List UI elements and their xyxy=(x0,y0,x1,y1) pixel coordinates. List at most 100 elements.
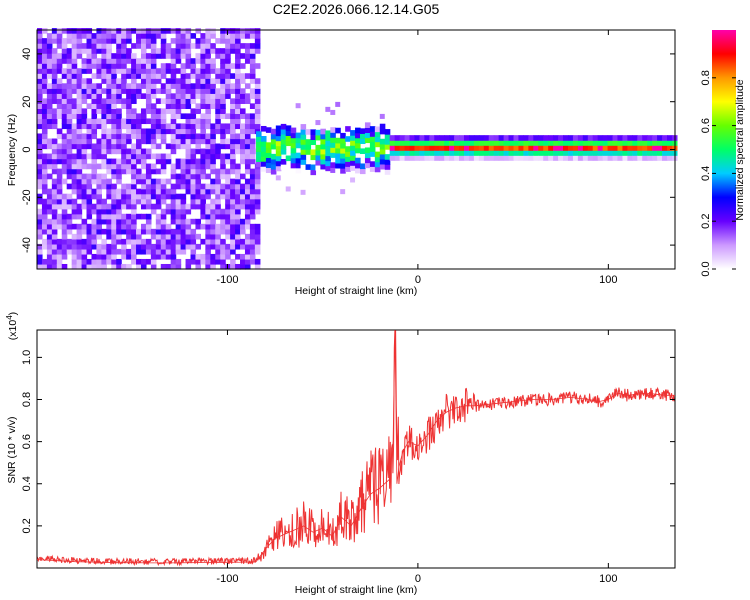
spectrogram-cell xyxy=(61,43,68,49)
spectrogram-cell xyxy=(66,58,73,64)
spectrogram-cell xyxy=(190,163,197,170)
spectrogram-cell xyxy=(91,98,98,104)
spectrogram-cell xyxy=(66,193,73,200)
spectrogram-cell xyxy=(488,135,495,141)
spectrogram-cell xyxy=(111,263,117,270)
spectrogram-cell xyxy=(150,153,157,160)
spectrogram-cell xyxy=(180,213,187,220)
spectrogram-cell xyxy=(538,150,544,156)
spectrogram-cell xyxy=(126,163,132,170)
spectrogram-cell xyxy=(617,140,624,146)
spectrogram-cell xyxy=(150,183,157,190)
spectrogram-cell xyxy=(205,143,211,150)
spectrogram-cell xyxy=(394,145,401,151)
spectrogram-cell xyxy=(37,173,43,180)
spectrogram-cell xyxy=(667,155,673,161)
spectrogram-cell xyxy=(150,118,157,125)
spectrogram-cell xyxy=(548,150,554,156)
spectrogram-cell xyxy=(180,83,187,89)
spectrogram-cell xyxy=(160,128,167,135)
spectrogram-cell xyxy=(145,258,152,265)
spectrogram-cell xyxy=(126,73,132,79)
spectrogram-cell xyxy=(131,253,137,260)
spectrogram-cell xyxy=(155,73,162,79)
spectrogram-cell xyxy=(71,33,78,39)
spectrogram-cell xyxy=(235,88,241,94)
spectrogram-cell xyxy=(652,155,658,161)
spectrogram-cell xyxy=(180,228,187,235)
spectrogram-cell xyxy=(359,128,366,134)
spectrogram-cell xyxy=(116,228,122,235)
spectrogram-cell xyxy=(170,183,177,190)
spectrogram-cell xyxy=(225,68,231,74)
spectrogram-cell xyxy=(558,140,564,146)
spectrogram-cell xyxy=(56,143,63,150)
spectrogram-cell xyxy=(56,218,63,225)
spectrogram-cell xyxy=(175,193,182,200)
spectrogram-cell xyxy=(230,143,236,150)
spectrogram-cell xyxy=(548,135,554,141)
spectrogram-cell xyxy=(106,78,112,84)
spectrogram-cell xyxy=(91,208,98,215)
spectrogram-cell xyxy=(215,153,221,160)
spectrogram-cell xyxy=(91,128,98,135)
spectrogram-cell xyxy=(96,148,102,155)
spectrogram-cell xyxy=(165,263,172,270)
spectrogram-cell xyxy=(91,53,98,59)
spectrogram-cell xyxy=(215,193,221,200)
spectrogram-cell xyxy=(145,58,152,64)
spectrogram-cell xyxy=(170,173,177,180)
spectrogram-cell xyxy=(244,113,251,120)
spectrogram-cell xyxy=(249,233,256,240)
spectrogram-cell xyxy=(240,263,246,270)
spectrogram-cell xyxy=(205,203,211,210)
spectrogram-cell xyxy=(374,156,381,163)
spectrogram-cell xyxy=(140,78,147,84)
spectrogram-cell xyxy=(180,203,187,210)
spectrogram-y-axis-label: Frequency (Hz) xyxy=(6,114,18,186)
spectrogram-cell xyxy=(632,155,638,161)
spectrogram-cell xyxy=(96,63,102,69)
snr-frame xyxy=(36,329,676,569)
spectrogram-cell xyxy=(140,163,147,170)
spectrogram-cell xyxy=(230,128,236,135)
spectrogram-cell xyxy=(136,153,142,160)
spectrogram-cell xyxy=(180,138,187,145)
spectrogram-y-tick-label: 20 xyxy=(21,96,33,108)
spectrogram-cell xyxy=(145,168,152,175)
spectrogram-cell xyxy=(185,33,192,39)
spectrogram-cell xyxy=(528,155,534,161)
spectrogram-cell xyxy=(225,78,231,84)
spectrogram-cell xyxy=(175,108,182,115)
spectrogram-cell xyxy=(503,150,510,156)
spectrogram-cell xyxy=(66,183,73,190)
spectrogram-cell xyxy=(230,153,236,160)
spectrogram-cell xyxy=(359,133,366,139)
spectrogram-cell xyxy=(37,78,43,84)
spectrogram-cell xyxy=(51,78,58,84)
spectrogram-cell xyxy=(215,248,221,255)
spectrogram-cell xyxy=(46,93,53,99)
spectrogram-cell xyxy=(66,83,73,89)
spectrogram-cell xyxy=(235,73,241,79)
spectrogram-cell xyxy=(56,183,63,190)
spectrogram-cell xyxy=(126,93,132,99)
spectrogram-cell xyxy=(205,58,211,64)
spectrogram-cell xyxy=(160,253,167,260)
spectrogram-cell xyxy=(46,193,53,200)
spectrogram-cell xyxy=(121,198,127,205)
spectrogram-cell xyxy=(116,133,122,140)
spectrogram-cell xyxy=(563,135,569,141)
spectrogram-cell xyxy=(350,177,356,183)
spectrogram-cell xyxy=(51,143,58,150)
spectrogram-cell xyxy=(240,53,246,59)
spectrogram-cell xyxy=(106,188,112,195)
spectrogram-cell xyxy=(150,138,157,145)
spectrogram-cell xyxy=(86,133,93,140)
spectrogram-cell xyxy=(200,68,206,74)
spectrogram-cell xyxy=(101,163,107,170)
spectrogram-cell xyxy=(185,88,192,94)
spectrogram-cell xyxy=(96,218,102,225)
spectrogram-cell xyxy=(76,153,83,160)
spectrogram-cell xyxy=(493,150,500,156)
